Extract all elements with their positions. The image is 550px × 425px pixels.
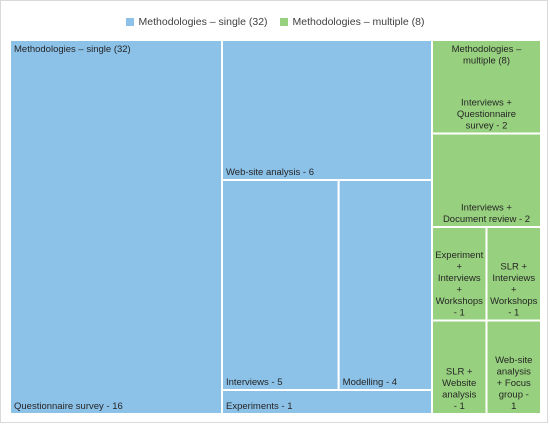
tile-label-interviews-document-review-2: Interviews + Document review - 2	[443, 203, 530, 226]
tile-label-experiments-1: Experiments - 1	[226, 401, 293, 412]
legend-label-multiple: Methodologies – multiple (8)	[292, 16, 425, 28]
tile-experiments-1	[221, 389, 433, 415]
legend-item-single: Methodologies – single (32)	[125, 16, 268, 28]
tile-modelling-4	[337, 179, 433, 391]
legend: Methodologies – single (32) Methodologie…	[0, 14, 550, 30]
tile-web-site-analysis-6	[221, 39, 433, 181]
legend-label-single: Methodologies – single (32)	[138, 16, 268, 28]
tile-label-web-site-analysis-6: Web-site analysis - 6	[226, 167, 314, 178]
tile-interviews-5	[221, 179, 340, 391]
legend-swatch-single	[125, 18, 134, 26]
tile-web-site-analysis-focus-group-1	[485, 319, 542, 415]
tile-label-interviews-5: Interviews - 5	[226, 377, 283, 388]
group-label-single: Methodologies – single (32)	[14, 44, 131, 55]
tile-label-web-site-analysis-focus-group-1: Web-site analysis + Focus group -1	[495, 355, 532, 412]
tile-interviews-document-review-2	[431, 132, 542, 228]
group-label-multiple: Methodologies – multiple (8)	[452, 44, 522, 67]
tile-label-questionnaire-survey-16: Questionnaire survey - 16	[14, 401, 123, 412]
tile-label-modelling-4: Modelling - 4	[343, 377, 397, 388]
tile-label-slr-website-analysis-1: SLR + Website analysis - 1	[442, 367, 477, 413]
legend-item-multiple: Methodologies – multiple (8)	[279, 16, 425, 28]
tile-label-experiment-interviews-workshops-1: Experiment + Interviews + Workshops - 1	[435, 250, 483, 319]
tile-label-slr-interviews-workshops-1: SLR + Interviews + Workshops - 1	[490, 262, 538, 319]
tile-questionnaire-survey-16	[9, 39, 223, 415]
tile-label-interviews-questionnaire-survey-2: Interviews + Questionnaire survey - 2	[457, 98, 516, 132]
legend-swatch-multiple	[279, 18, 288, 26]
